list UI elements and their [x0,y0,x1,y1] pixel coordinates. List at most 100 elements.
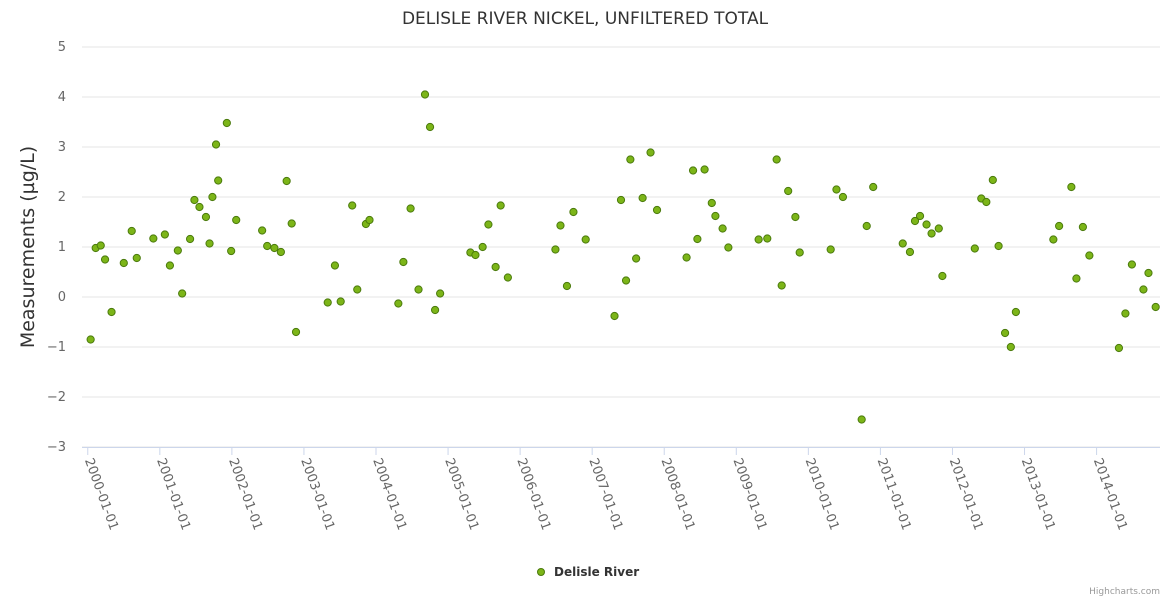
data-point[interactable] [927,229,936,238]
data-point[interactable] [754,235,763,244]
data-point[interactable] [270,243,279,253]
data-point[interactable] [569,207,578,217]
data-point[interactable] [336,297,345,306]
data-point[interactable] [1006,342,1015,352]
data-point[interactable] [910,216,920,226]
data-point[interactable] [832,185,841,194]
data-point[interactable] [205,239,214,248]
data-point[interactable] [394,299,403,308]
data-point[interactable] [551,245,560,254]
data-point[interactable] [616,195,626,205]
data-point[interactable] [562,281,572,291]
data-point[interactable] [1121,309,1130,318]
data-point[interactable] [132,253,141,263]
data-point[interactable] [869,182,878,192]
data-point[interactable] [323,298,332,307]
data-point[interactable] [581,235,590,244]
data-point[interactable] [826,245,835,254]
data-point[interactable] [127,226,136,236]
data-point[interactable] [263,241,272,251]
data-point[interactable] [291,327,301,337]
data-point[interactable] [638,193,647,203]
data-point[interactable] [227,246,236,256]
data-point[interactable] [718,224,727,233]
data-point[interactable] [484,220,493,229]
data-point[interactable] [330,261,340,270]
data-point[interactable] [763,234,772,243]
data-point[interactable] [214,176,223,185]
data-point[interactable] [478,242,487,252]
data-point[interactable] [425,122,435,132]
data-point[interactable] [688,166,698,175]
data-point[interactable] [430,305,440,315]
data-point[interactable] [208,192,217,202]
data-point[interactable] [107,307,116,317]
data-point[interactable] [100,255,110,264]
data-point[interactable] [791,212,800,222]
data-point[interactable] [178,289,187,298]
data-point[interactable] [862,221,871,231]
data-point[interactable] [610,311,619,321]
data-point[interactable] [119,258,128,268]
data-point[interactable] [86,335,95,344]
data-point[interactable] [496,201,505,210]
data-point[interactable] [707,198,716,208]
data-point[interactable] [201,212,211,222]
data-point[interactable] [693,234,702,244]
data-point[interactable] [922,220,931,229]
data-point[interactable] [1114,343,1124,353]
data-point[interactable] [1085,251,1094,260]
data-point[interactable] [406,204,415,213]
data-point[interactable] [1049,235,1058,244]
data-point[interactable] [232,215,241,225]
data-point[interactable] [646,148,655,157]
data-point[interactable] [1078,222,1087,232]
data-point[interactable] [652,205,662,215]
credits-link[interactable]: Highcharts.com [1089,587,1160,597]
data-point[interactable] [436,289,445,298]
data-point[interactable] [420,90,430,99]
data-point[interactable] [915,211,925,221]
data-point[interactable] [857,415,866,424]
data-point[interactable] [1127,260,1136,269]
data-point[interactable] [173,246,182,255]
data-point[interactable] [222,118,231,128]
data-point[interactable] [777,281,786,290]
data-point[interactable] [772,155,781,164]
data-point[interactable] [1151,302,1160,312]
data-point[interactable] [149,234,158,243]
data-point[interactable] [988,175,997,185]
data-point[interactable] [1072,274,1081,283]
data-point[interactable] [682,253,691,262]
data-point[interactable] [784,186,793,196]
data-point[interactable] [994,241,1003,251]
data-point[interactable] [724,243,733,252]
data-point[interactable] [621,276,631,285]
data-point[interactable] [282,176,291,186]
data-point[interactable] [365,215,374,225]
data-point[interactable] [938,271,947,281]
data-point[interactable] [414,285,423,294]
data-point[interactable] [1011,307,1020,317]
data-point[interactable] [276,247,285,257]
data-point[interactable] [795,248,804,257]
data-point[interactable] [905,247,915,257]
data-point[interactable] [1144,268,1153,278]
data-point[interactable] [287,219,296,228]
data-point[interactable] [700,165,709,174]
data-point[interactable] [258,226,267,235]
data-point[interactable] [1000,328,1010,338]
data-point[interactable] [934,224,943,233]
data-point[interactable] [1067,182,1076,192]
legend[interactable]: Delisle River [537,565,640,579]
data-point[interactable] [1139,285,1148,294]
data-point[interactable] [348,201,357,210]
data-point[interactable] [556,221,565,230]
data-point[interactable] [211,140,221,149]
data-point[interactable] [898,239,907,248]
data-point[interactable] [970,244,979,253]
data-point[interactable] [1055,221,1064,231]
data-point[interactable] [491,262,500,272]
data-point[interactable] [190,195,199,205]
data-point[interactable] [838,192,848,202]
